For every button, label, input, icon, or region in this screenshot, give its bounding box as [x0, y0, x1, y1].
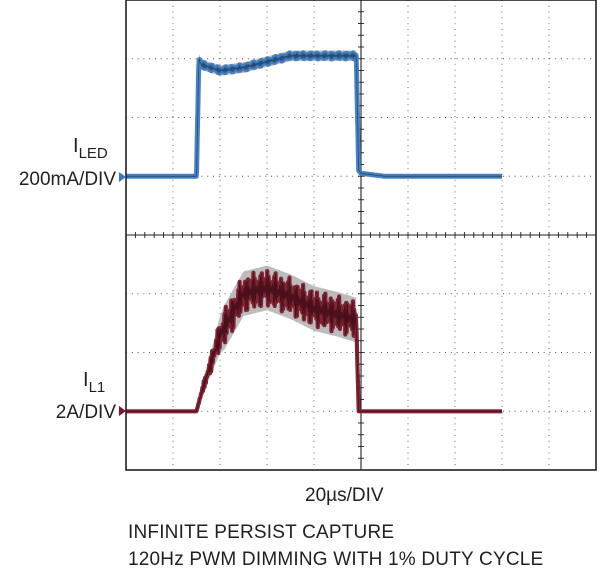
- iled-label: ILED: [73, 135, 108, 162]
- iled-trace-core: [126, 52, 502, 177]
- oscilloscope-chart: ILED 200mA/DIV IL1 2A/DIV: [19, 0, 597, 471]
- iled-scale-label: 200mA/DIV: [19, 169, 116, 190]
- scope-frame: [125, 0, 597, 471]
- iled-trace: [123, 50, 505, 179]
- il1-label: IL1: [83, 369, 105, 396]
- persist-envelopes: [126, 50, 502, 413]
- caption-line-2: 120Hz PWM DIMMING WITH 1% DUTY CYCLE: [128, 549, 544, 570]
- caption-line-1: INFINITE PERSIST CAPTURE: [128, 522, 395, 543]
- il1-scale-label: 2A/DIV: [56, 402, 117, 423]
- iled-ground-marker: [119, 172, 126, 182]
- scope-traces: [123, 50, 505, 414]
- il1-persist-envelope: [126, 265, 502, 413]
- time-scale-label: 20µs/DIV: [305, 485, 384, 506]
- il1-ground-marker: [119, 406, 126, 416]
- il1-trace-core: [126, 271, 502, 412]
